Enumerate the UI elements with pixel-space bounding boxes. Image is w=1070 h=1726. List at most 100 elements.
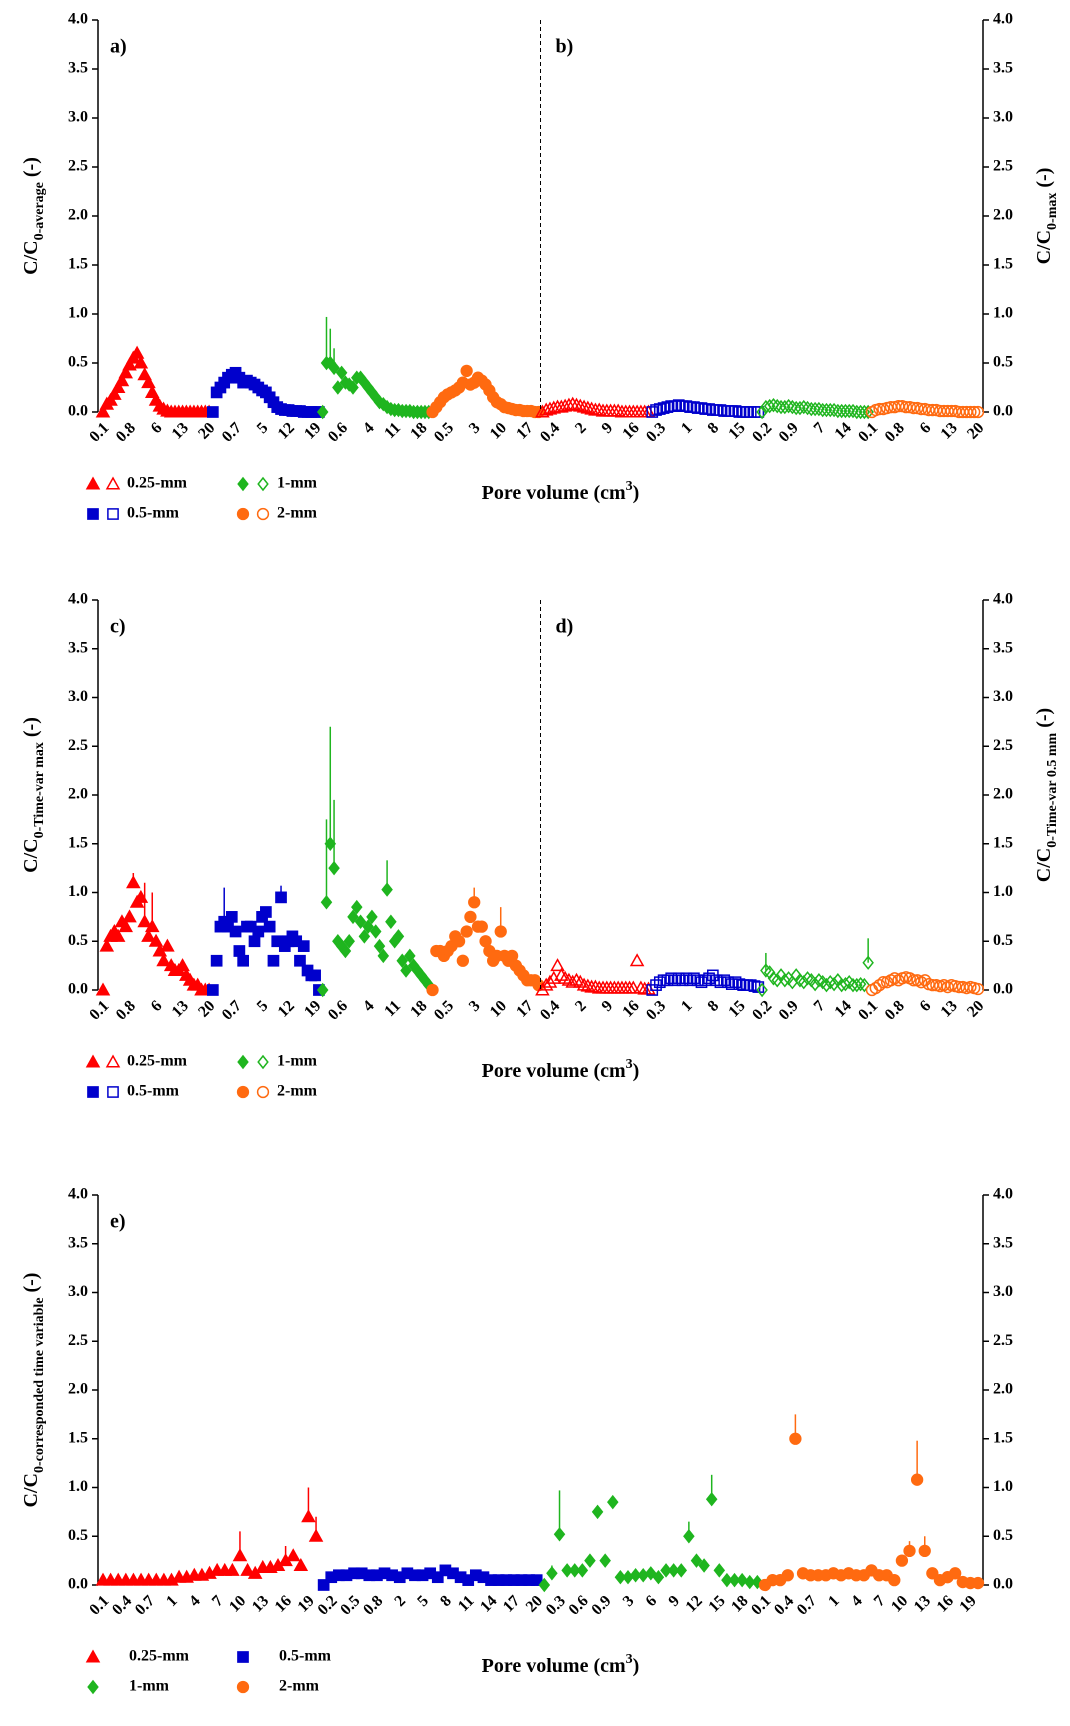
x-tick-label: 0.9 [776, 997, 802, 1023]
x-tick-label: 18 [407, 419, 430, 442]
data-point [964, 405, 977, 419]
x-axis-label: Pore volume (cm3) [482, 1652, 640, 1677]
data-point [580, 978, 596, 992]
x-tick-label: 0.1 [86, 997, 112, 1023]
x-tick-label: 12 [275, 997, 298, 1020]
data-point [569, 972, 584, 986]
legend-label: 1-mm [129, 1678, 170, 1695]
x-tick-label: 3 [466, 997, 484, 1015]
y-tick-label: 1.5 [68, 1429, 88, 1446]
data-point [789, 1432, 802, 1445]
data-point [561, 972, 577, 986]
y2-tick-label: 3.5 [993, 60, 1013, 77]
y-tick-label: 2.0 [68, 1381, 88, 1398]
x-tick-label: 0.8 [882, 997, 908, 1023]
label-part: C/C [20, 240, 42, 274]
label-part: 0-corresponded time variable [32, 1298, 47, 1474]
data-point [133, 889, 149, 903]
x-tick-label: 13 [911, 1592, 934, 1615]
y-tick-label: 1.0 [68, 305, 88, 322]
data-point [690, 1553, 703, 1568]
data-point [926, 1567, 939, 1580]
data-point [801, 971, 814, 986]
data-point [691, 974, 704, 987]
data-point [275, 891, 287, 904]
x-tick-label: 2 [391, 1592, 409, 1610]
x-tick-label: 9 [665, 1592, 683, 1610]
y-tick-label: 2.5 [68, 158, 88, 175]
x-tick-label: 9 [599, 997, 617, 1015]
y-tick-label: 4.0 [68, 591, 88, 608]
x-tick-label: 13 [938, 997, 961, 1020]
data-point [530, 1574, 543, 1586]
y-axis-label: C/C0-corresponded time variable (-) [20, 1273, 47, 1508]
x-tick-label: 3 [620, 1592, 638, 1610]
x-tick-label: 0.5 [431, 997, 457, 1023]
y2-tick-label: 0.5 [993, 1527, 1013, 1544]
x-tick-label: 0.3 [643, 419, 669, 445]
x-tick-label: 9 [599, 419, 617, 437]
x-tick-label: 10 [487, 997, 510, 1020]
data-point [225, 911, 238, 923]
x-tick-label: 0.5 [431, 419, 457, 445]
data-point [107, 386, 122, 400]
data-point [553, 1527, 566, 1542]
label-part: ) [633, 1060, 640, 1082]
label-part: 3 [626, 479, 633, 494]
x-tick-label: 8 [705, 419, 723, 437]
data-point [763, 398, 776, 414]
data-point [877, 976, 890, 989]
x-tick-label: 18 [407, 997, 430, 1020]
x-tick-label: 13 [938, 419, 961, 442]
data-point [591, 402, 607, 416]
data-point [698, 1558, 710, 1573]
label-part: 0-max [1045, 193, 1060, 230]
data-point [404, 948, 416, 964]
data-point [252, 925, 265, 938]
data-point [971, 405, 985, 419]
data-point [233, 945, 246, 957]
data-point [373, 938, 386, 954]
x-tick-label: 17 [513, 419, 536, 442]
data-point [328, 360, 340, 376]
data-point [672, 972, 685, 985]
label-part: ) [633, 482, 640, 504]
data-point [114, 373, 130, 387]
data-point [122, 909, 137, 923]
y2-tick-label: 0.5 [993, 932, 1013, 949]
x-tick-label: 10 [888, 1592, 911, 1615]
data-point [144, 919, 160, 933]
data-point [835, 403, 848, 419]
data-point [133, 355, 149, 369]
data-point [733, 978, 746, 990]
data-point [561, 397, 577, 411]
panel-label: e) [110, 1211, 126, 1233]
data-point [633, 980, 649, 994]
y-tick-label: 2.5 [68, 737, 88, 754]
data-point [366, 909, 378, 925]
y-tick-label: 0.5 [68, 1527, 88, 1544]
y-tick-label: 1.0 [68, 883, 88, 900]
data-point [293, 1557, 309, 1572]
data-point [206, 406, 219, 418]
data-point [705, 1491, 718, 1507]
label-part: 3 [626, 1652, 633, 1667]
y2-tick-label: 0.0 [993, 403, 1013, 420]
data-point [971, 982, 985, 996]
x-tick-label: 4 [848, 1592, 866, 1610]
x-tick-label: 5 [254, 997, 272, 1015]
x-tick-label: 18 [728, 1592, 751, 1615]
data-point [828, 976, 840, 992]
data-point [343, 934, 355, 949]
y-tick-label: 0.0 [68, 403, 88, 420]
data-point [968, 405, 981, 419]
legend-marker [237, 1054, 249, 1070]
label-part: ) [633, 1655, 640, 1677]
data-point [767, 397, 780, 413]
data-point [832, 403, 844, 419]
y2-tick-label: 4.0 [993, 1186, 1013, 1203]
x-tick-label: 3 [466, 419, 484, 437]
x-tick-label: 15 [725, 997, 748, 1020]
data-point [572, 398, 588, 412]
data-point [851, 404, 863, 420]
